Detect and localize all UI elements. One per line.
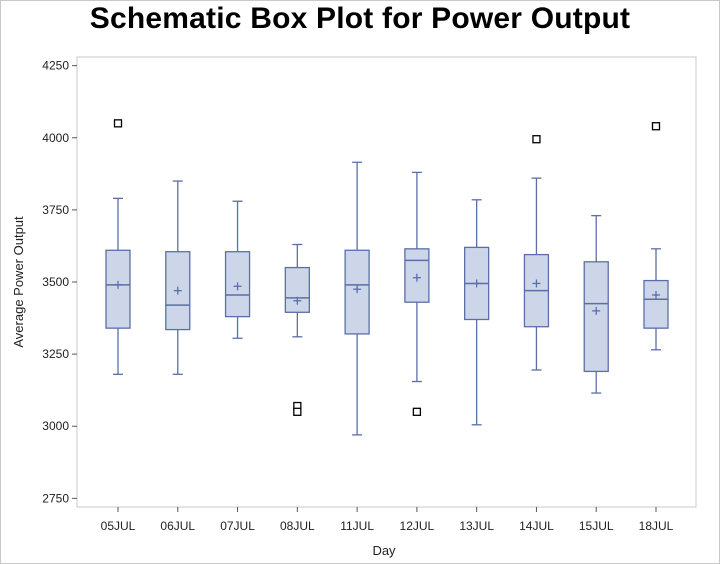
box-14jul [523,135,550,371]
box-06jul [165,180,191,375]
outlier-point [651,122,661,131]
y-tick-label: 3250 [42,347,69,361]
box-13jul [464,199,490,426]
box-11jul [344,161,370,436]
x-tick-label: 08JUL [280,519,315,533]
box-iqr [583,261,609,373]
y-tick-label: 3000 [42,419,69,433]
box-iqr [643,279,669,329]
outlier-point [412,407,422,416]
box-iqr [284,266,310,313]
x-tick-label: 11JUL [340,519,374,533]
box-15jul [583,215,609,394]
x-tick-label: 14JUL [519,519,554,533]
outlier-point [293,407,302,416]
chart-title: Schematic Box Plot for Power Output [89,2,631,35]
x-axis-label: Day [372,543,396,558]
x-tick-label: 15JUL [579,519,614,533]
y-tick-label: 3750 [42,203,69,217]
y-tick-label: 3500 [42,275,69,289]
outlier-point [113,119,123,128]
box-05jul [105,119,131,375]
y-axis-label: Average Power Output [11,216,26,348]
x-tick-label: 18JUL [639,519,674,533]
y-tick-label: 4000 [42,131,69,145]
box-07jul [224,200,251,339]
box-18jul [643,122,669,351]
outlier-point [532,135,541,144]
box-08jul [284,243,310,416]
x-tick-label: 05JUL [101,519,136,533]
x-tick-label: 13JUL [459,519,494,533]
box-12jul [404,171,430,416]
y-axis: 2750 3000 3250 3500 3750 4000 4250 [42,59,77,505]
x-tick-label: 12JUL [400,519,435,533]
x-axis: 05JUL 06JUL 07JUL 08JUL 11JUL 12JUL 13JUL 14JUL… [101,507,674,533]
x-tick-label: 07JUL [220,519,255,533]
x-tick-label: 06JUL [160,519,195,533]
y-tick-label: 2750 [42,491,69,505]
boxes-group [105,119,669,436]
y-tick-label: 4250 [42,59,69,73]
box-iqr [105,249,131,329]
